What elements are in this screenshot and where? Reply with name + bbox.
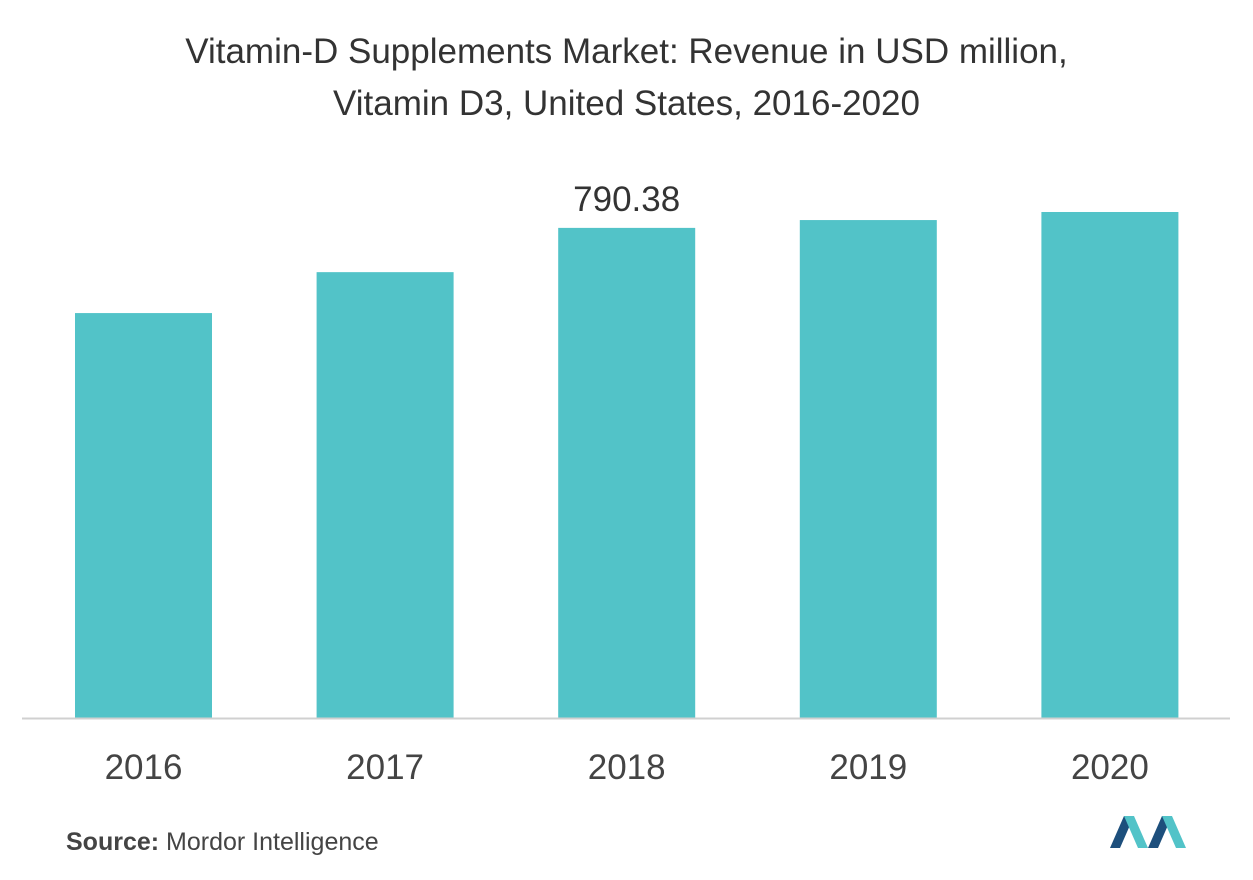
bar-2017 [316, 272, 454, 718]
bar-2018 [558, 227, 696, 718]
mordor-intelligence-logo-icon [1110, 816, 1186, 848]
x-tick-label-2018: 2018 [588, 748, 666, 787]
bar-2019 [799, 220, 937, 718]
chart-title-block: Vitamin-D Supplements Market: Revenue in… [0, 26, 1253, 130]
bar-2016 [75, 313, 212, 718]
x-tick-label-2016: 2016 [105, 748, 183, 787]
source-label: Source: [66, 828, 160, 856]
source-text: Mordor Intelligence [166, 828, 379, 856]
chart-title: Vitamin-D Supplements Market: Revenue in… [185, 32, 1068, 71]
data-label-2018: 790.38 [573, 180, 680, 219]
bar-2020 [1041, 211, 1179, 718]
source-note: Source: Mordor Intelligence [66, 828, 379, 857]
x-tick-label-2019: 2019 [829, 748, 907, 787]
x-tick-label-2020: 2020 [1071, 748, 1149, 787]
chart-subtitle: Vitamin D3, United States, 2016-2020 [333, 84, 920, 123]
x-tick-label-2017: 2017 [346, 748, 424, 787]
